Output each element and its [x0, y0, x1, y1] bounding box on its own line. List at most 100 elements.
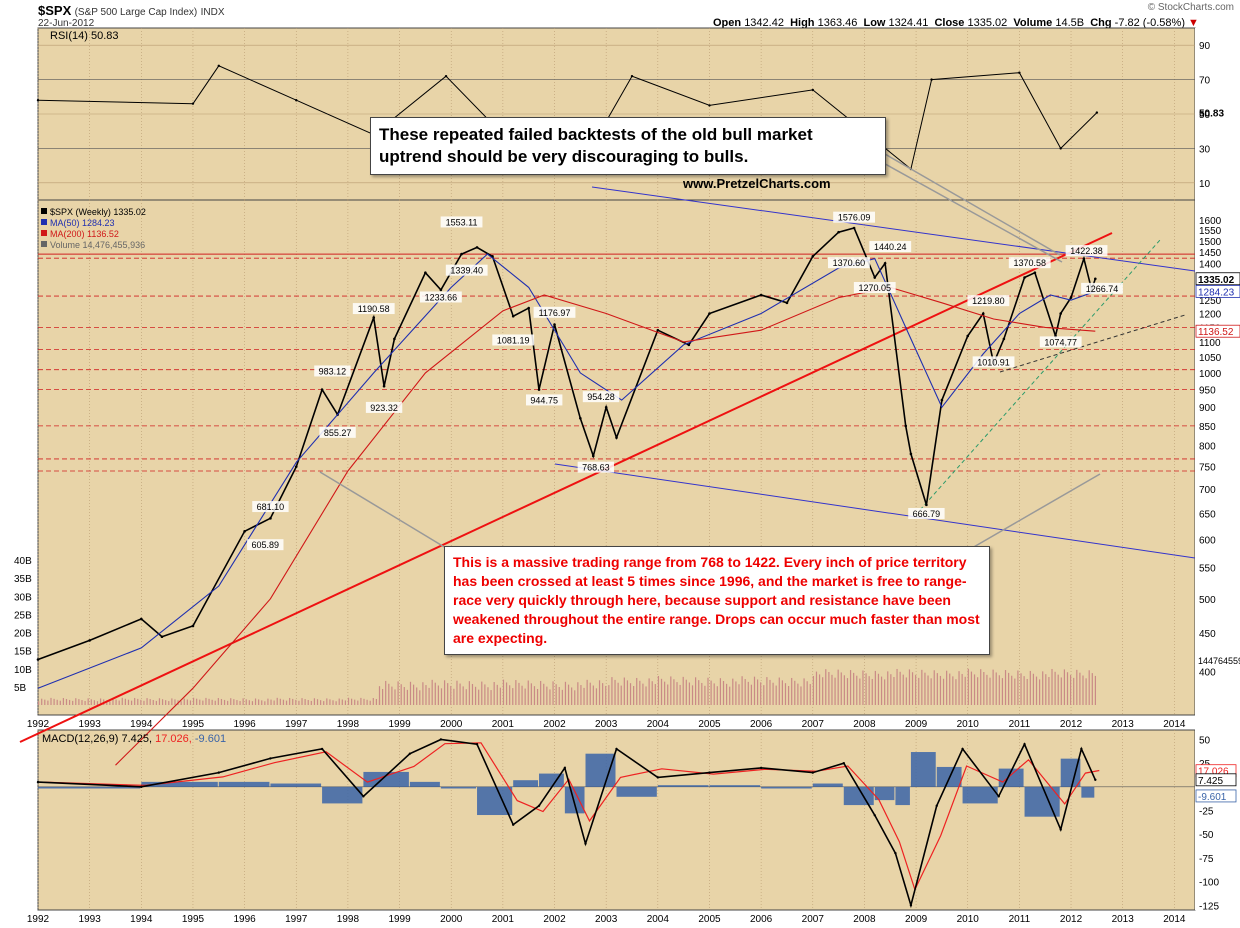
volume-bar: [146, 698, 148, 705]
volume-tick-label: 5B: [14, 683, 27, 694]
volume-bar: [933, 670, 935, 705]
volume-bar: [245, 699, 247, 705]
volume-bar: [279, 698, 281, 705]
legend-entry: MA(200) 1136.52: [50, 229, 119, 239]
volume-bar: [648, 678, 650, 705]
volume-bar: [902, 674, 904, 705]
volume-bar: [871, 678, 873, 705]
x-tick-label: 2001: [492, 719, 515, 730]
rsi-point: [1018, 71, 1021, 74]
volume-bar: [608, 685, 610, 705]
price-data-label: 1553.11: [446, 217, 478, 227]
price-point: [269, 517, 272, 520]
volume-bar: [1063, 669, 1066, 705]
watermark: © StockCharts.com: [1147, 2, 1234, 13]
volume-bar: [443, 680, 446, 705]
top-callout-pointer: [877, 159, 1063, 263]
volume-bar: [735, 681, 737, 705]
rsi-point: [36, 99, 40, 102]
x-tick-label: 2012: [1060, 914, 1083, 925]
macd-point: [1059, 828, 1062, 831]
volume-bar: [958, 671, 960, 705]
price-data-label: 855.27: [324, 428, 352, 438]
price-label-bg: [440, 216, 483, 228]
volume-bar: [220, 698, 223, 705]
volume-bar: [38, 701, 40, 705]
price-point: [656, 328, 660, 332]
volume-bar: [1032, 673, 1035, 705]
price-data-label: 1010.91: [977, 357, 1010, 367]
price-label-bg: [352, 303, 395, 315]
x-tick-label: 2006: [750, 719, 773, 730]
volume-bar: [87, 698, 89, 705]
volume-bar: [636, 677, 638, 705]
volume-bar: [729, 686, 731, 705]
volume-bar: [1088, 670, 1090, 705]
volume-bar: [834, 677, 836, 705]
macd-histogram-bar: [962, 786, 998, 804]
price-label-bg: [582, 391, 620, 403]
current-value-label: 1335.02: [1198, 275, 1235, 286]
price-point: [708, 312, 711, 315]
volume-bar: [1070, 675, 1072, 705]
volume-bar: [1045, 674, 1047, 705]
volume-bar: [134, 697, 136, 705]
volume-bar: [406, 689, 408, 705]
bottom-callout-pointer: [971, 473, 1101, 549]
rsi-point: [1095, 111, 1099, 114]
price-point: [1069, 296, 1073, 299]
price-label-bg: [972, 356, 1015, 368]
macd-current-label: 7.425: [1198, 776, 1223, 787]
volume-bar: [980, 669, 982, 705]
macd-histogram-bar: [564, 786, 585, 814]
volume-bar: [351, 698, 353, 705]
x-tick-label: 2004: [647, 719, 670, 730]
x-tick-label: 2000: [440, 914, 463, 925]
volume-bar: [540, 680, 542, 705]
volume-bar: [344, 700, 347, 705]
volume-bar: [880, 676, 883, 705]
volume-bar: [276, 697, 278, 705]
volume-bar: [602, 683, 604, 705]
price-tick-label: 650: [1199, 509, 1216, 520]
x-tick-label: 2013: [1112, 914, 1135, 925]
price-data-label: 1370.60: [833, 258, 866, 268]
volume-bar: [825, 669, 827, 705]
volume-bar: [44, 699, 46, 705]
volume-bar: [59, 700, 61, 705]
price-point: [873, 276, 877, 279]
x-tick-label: 1994: [130, 914, 153, 925]
x-tick-label: 1995: [182, 719, 205, 730]
volume-tick-label: 35B: [14, 574, 32, 585]
ma200-line: [115, 286, 1096, 766]
price-tick-label: 850: [1199, 422, 1216, 433]
volume-bar: [853, 672, 855, 705]
x-tick-label: 2005: [698, 914, 721, 925]
volume-value: 14.5B: [1055, 17, 1085, 29]
price-data-label: 923.32: [370, 403, 398, 413]
volume-bar: [977, 677, 979, 705]
price-data-label: 1422.38: [1070, 246, 1103, 256]
volume-bar: [459, 683, 461, 705]
volume-bar: [561, 689, 563, 705]
volume-bar: [704, 685, 706, 705]
volume-bar: [1054, 671, 1056, 705]
macd-point: [1080, 747, 1083, 751]
price-point: [981, 312, 985, 315]
volume-bar: [447, 683, 449, 705]
price-tick-label: 400: [1199, 667, 1216, 678]
volume-bar: [124, 698, 126, 705]
volume-bar: [890, 674, 892, 705]
volume-bar: [375, 698, 378, 705]
rsi-point: [708, 104, 711, 107]
volume-bar: [961, 673, 963, 705]
rsi-point: [295, 99, 298, 102]
volume-bar: [152, 699, 154, 705]
volume-bar: [369, 700, 371, 705]
volume-bar: [295, 699, 297, 705]
volume-bar: [865, 673, 867, 705]
macd-histogram-bar: [910, 752, 936, 787]
price-point: [591, 454, 595, 458]
x-tick-label: 1997: [285, 719, 308, 730]
price-point: [424, 271, 427, 275]
